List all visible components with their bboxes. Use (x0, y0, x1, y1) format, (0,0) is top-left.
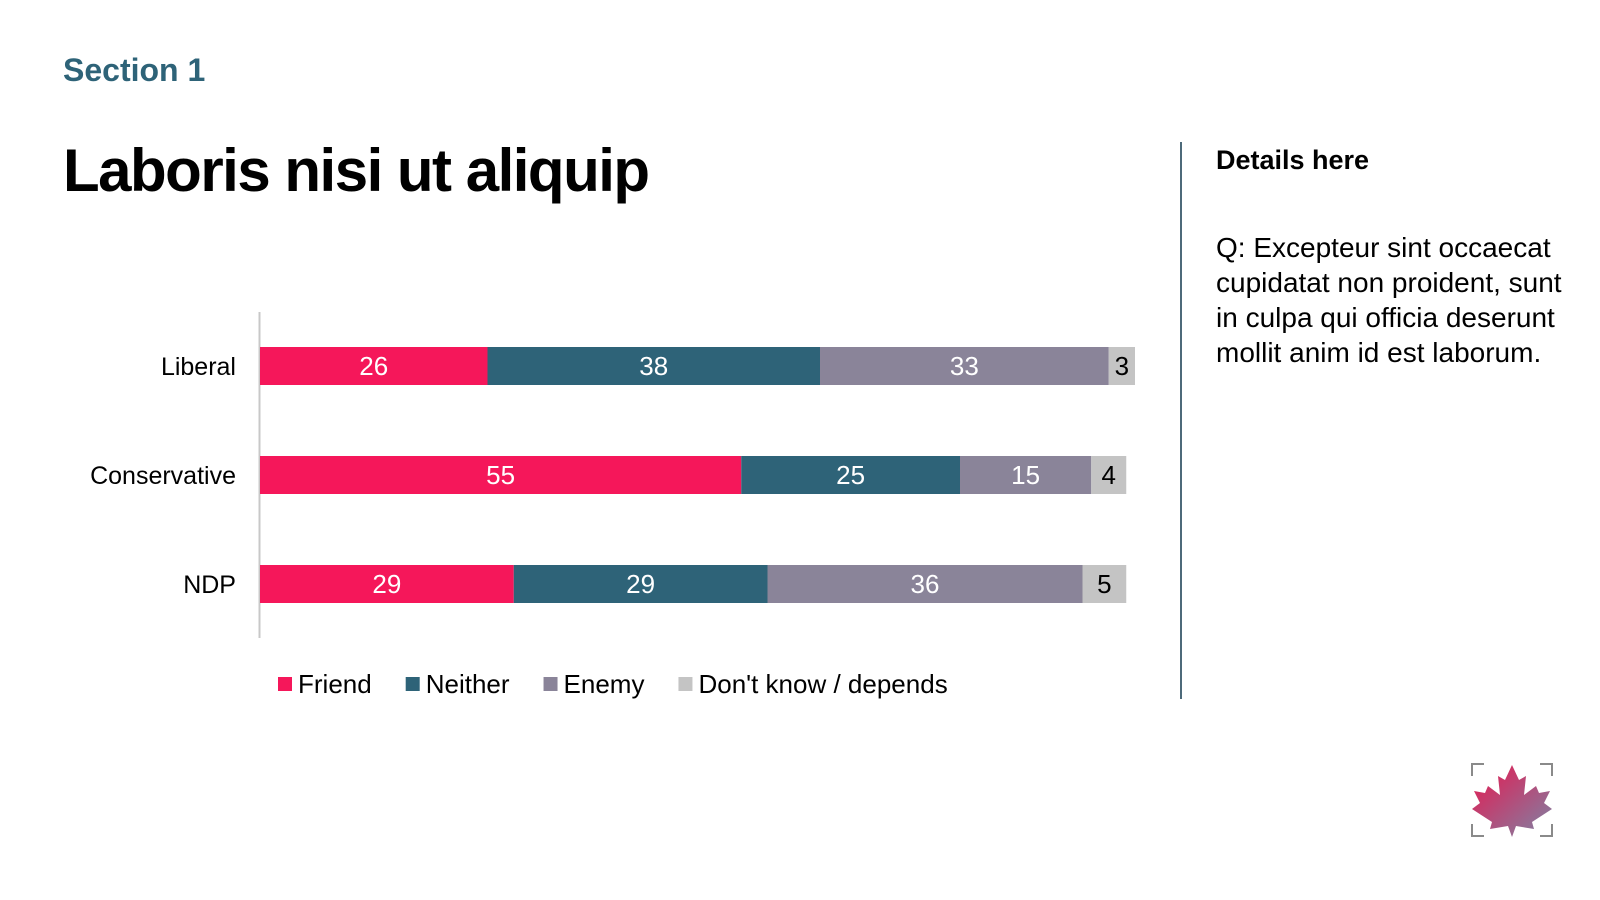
data-label: 15 (1011, 460, 1040, 490)
legend-swatch (678, 677, 693, 691)
maple-leaf-icon (1471, 763, 1553, 837)
data-label: 29 (372, 569, 401, 599)
legend-label: Friend (298, 669, 372, 699)
data-label: 38 (639, 351, 668, 381)
data-label: 25 (836, 460, 865, 490)
category-label: Conservative (90, 462, 236, 490)
legend-label: Neither (426, 669, 510, 699)
data-label: 5 (1097, 569, 1111, 599)
category-label: NDP (183, 571, 236, 599)
bar-segment (513, 565, 768, 603)
bar-segment (767, 565, 1083, 603)
vertical-divider (1180, 142, 1182, 699)
data-label: 3 (1115, 351, 1129, 381)
bar-segment (260, 456, 742, 494)
category-label: Liberal (161, 353, 236, 381)
bar-segment (960, 456, 1092, 494)
bar-segment (741, 456, 960, 494)
slide-title: Laboris nisi ut aliquip (63, 137, 650, 204)
bar-segment (1082, 565, 1127, 603)
data-label: 29 (626, 569, 655, 599)
data-label: 36 (911, 569, 940, 599)
details-heading: Details here (1216, 145, 1370, 175)
legend-swatch (278, 677, 292, 691)
legend-label: Don't know / depends (698, 669, 947, 699)
bar-segment (1108, 347, 1135, 385)
bar-segment (260, 347, 488, 385)
data-label: 33 (950, 351, 979, 381)
section-label: Section 1 (63, 52, 206, 88)
data-label: 26 (359, 351, 388, 381)
legend-label: Enemy (564, 669, 645, 699)
bar-segment (487, 347, 820, 385)
bar-segment (820, 347, 1109, 385)
legend-swatch (543, 677, 558, 691)
data-label: 4 (1102, 460, 1116, 490)
bar-segment (260, 565, 514, 603)
legend-swatch (405, 677, 420, 691)
data-label: 55 (486, 460, 515, 490)
bar-segment (1091, 456, 1127, 494)
details-question: Q: Excepteur sint occaecat cupidatat non… (1216, 232, 1562, 368)
